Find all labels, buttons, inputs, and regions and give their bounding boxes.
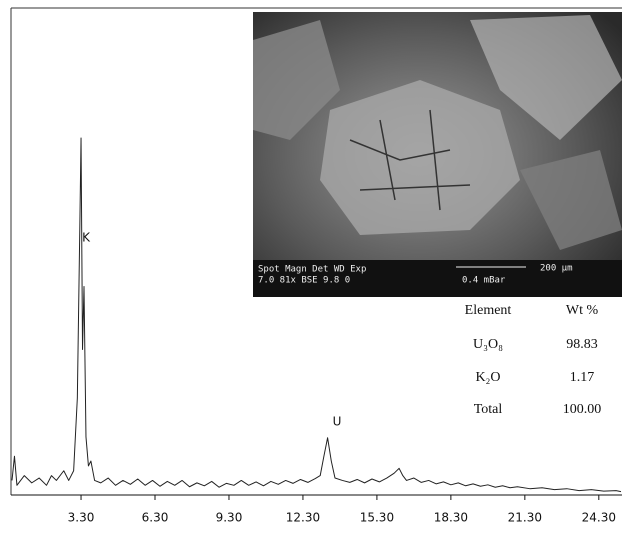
table-cell: U₃O₈ (473, 337, 503, 352)
table-cell: Total (474, 402, 503, 417)
x-tick-label: 9.30 (216, 511, 243, 525)
sem-info-header: Spot Magn Det WD Exp (258, 265, 366, 275)
sem-pressure: 0.4 mBar (462, 276, 506, 286)
x-tick-label: 21.30 (508, 511, 542, 525)
x-tick-label: 18.30 (434, 511, 468, 525)
sem-grain (253, 20, 340, 140)
x-tick-label: 12.30 (286, 511, 320, 525)
sem-scale: 200 µm (540, 264, 573, 274)
spectrum-line (11, 137, 622, 493)
sem-grain (520, 150, 622, 250)
sem-grain (320, 80, 520, 235)
peak-label: K (82, 231, 91, 245)
sem-cracks (349, 109, 471, 211)
x-tick-label: 6.30 (142, 511, 169, 525)
table-header: Element (465, 303, 512, 318)
table-cell: 100.00 (563, 402, 602, 417)
composition-table: Element Wt % U₃O₈ 98.83 K₂O 1.17 Total 1… (465, 303, 602, 417)
table-cell: 1.17 (570, 370, 595, 385)
sem-inset: Spot Magn Det WD Exp 7.0 81x BSE 9.8 0 0… (253, 12, 622, 297)
sem-info-bar (253, 260, 622, 297)
table-cell: 98.83 (566, 337, 598, 352)
table-cell: K₂O (475, 370, 500, 385)
x-tick-label: 3.30 (68, 511, 95, 525)
sem-info-values: 7.0 81x BSE 9.8 0 (258, 276, 350, 286)
sem-grain (470, 15, 622, 140)
table-header: Wt % (566, 303, 599, 318)
peak-label: U (333, 415, 342, 429)
x-tick-label: 24.30 (582, 511, 616, 525)
x-tick-label: 15.30 (360, 511, 394, 525)
